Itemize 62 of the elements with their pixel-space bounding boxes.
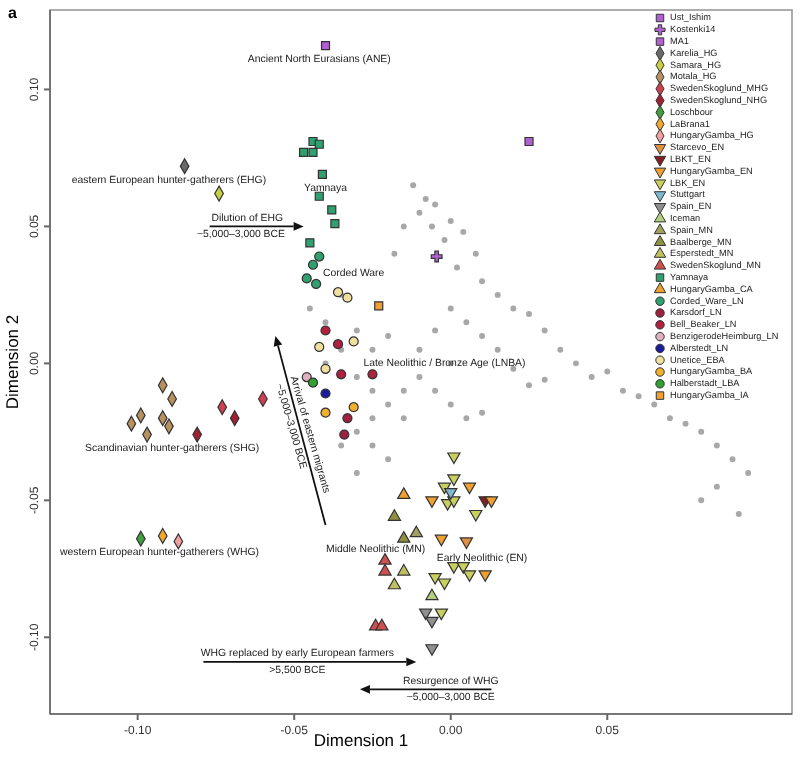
point [378,563,392,576]
point [320,363,331,374]
point [447,496,461,508]
point [339,429,350,440]
y-axis-title: Dimension 2 [2,314,22,410]
point [434,534,449,547]
point [397,487,411,499]
chart-title: a [8,4,18,22]
point [336,369,347,380]
point [397,563,411,576]
point [478,570,492,582]
point [348,402,359,413]
point [425,496,439,508]
point [419,608,433,621]
point [462,570,477,582]
point [320,41,331,51]
point [387,577,402,590]
point [305,238,315,248]
point [462,482,477,495]
point [387,509,402,521]
point [348,336,359,347]
point [367,369,378,380]
point [332,287,344,298]
point [447,474,461,487]
point [327,205,337,215]
x-axis-title: Dimension 1 [313,730,409,750]
point [428,572,442,585]
point [375,618,389,631]
point [330,219,340,229]
point [378,552,392,565]
point [484,496,499,508]
point [332,339,344,350]
point [437,578,452,591]
point [434,608,449,621]
point [320,325,331,336]
point [524,136,534,147]
point [444,488,458,500]
point [409,525,423,538]
point [320,388,331,399]
point [342,413,353,424]
point [307,377,319,388]
point [459,537,474,550]
point [314,251,325,262]
point [298,147,309,158]
point [317,169,327,179]
point [456,561,470,574]
point [374,301,384,311]
point [469,509,483,522]
point [311,278,322,290]
point [320,407,331,418]
point [301,273,312,284]
point [430,250,443,263]
point [425,588,439,601]
point [308,147,318,158]
point [397,531,411,543]
point [314,341,325,353]
point [342,292,353,303]
point [425,644,439,656]
point [447,452,461,465]
point [425,616,439,629]
point [314,139,324,149]
point [307,259,319,270]
